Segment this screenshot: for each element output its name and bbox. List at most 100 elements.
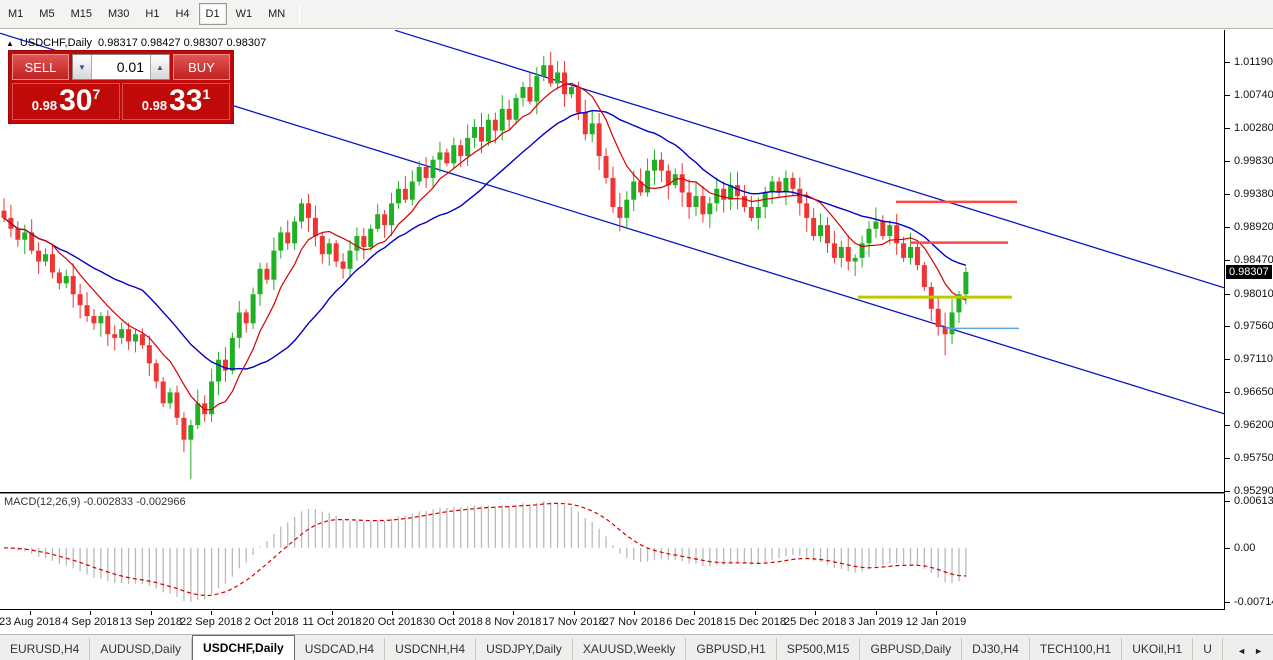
timeframe-button-mn[interactable]: MN <box>268 8 286 20</box>
chart-tab-sp500-m15[interactable]: SP500,M15 <box>777 638 861 660</box>
date-axis[interactable]: 23 Aug 2018 4 Sep 2018 13 Sep 2018 22 Sep 2… <box>0 611 1273 634</box>
price-tick <box>1225 161 1230 163</box>
candle-body <box>368 228 374 247</box>
candle-body <box>942 326 948 335</box>
timeframe-button-w1[interactable]: W1 <box>235 8 253 20</box>
chart-quote-ohlc: 0.98317 0.98427 0.98307 0.98307 <box>98 37 267 49</box>
candle-body <box>319 236 325 255</box>
candle-body <box>748 206 754 218</box>
timeframe-button-d1[interactable]: D1 <box>198 3 227 25</box>
candle-body <box>292 221 298 244</box>
volume-decrease-button[interactable]: ▼ <box>73 55 92 79</box>
candle-body <box>818 225 824 237</box>
tab-scroll-right-icon[interactable]: ► <box>1254 646 1263 656</box>
candle-body <box>49 254 55 273</box>
timeframe-button-m1[interactable]: M1 <box>8 8 24 20</box>
price-axis-label: 0.98920 <box>1234 221 1273 234</box>
date-label: 4 Sep 2018 <box>62 616 119 628</box>
chart-tab-usdcnh-h4[interactable]: USDCNH,H4 <box>385 638 477 660</box>
candle-body <box>693 196 699 207</box>
timeframe-button-m5[interactable]: M5 <box>39 8 55 20</box>
candle-body <box>209 381 215 415</box>
candle-body <box>416 167 422 182</box>
price-chart-pane[interactable] <box>0 30 1225 493</box>
volume-input[interactable] <box>92 55 150 79</box>
candle-body <box>555 72 561 84</box>
chart-tab-gbpusd-h1[interactable]: GBPUSD,H1 <box>686 638 777 660</box>
candle-body <box>395 188 401 204</box>
buy-button[interactable]: BUY <box>173 54 230 80</box>
timeframe-button-h4[interactable]: H4 <box>175 8 190 20</box>
trend-channel-upper[interactable] <box>394 30 1225 289</box>
chart-tab-ukoil-h1[interactable]: UKOil,H1 <box>1122 638 1194 660</box>
current-price-tag: 0.98307 <box>1226 264 1272 279</box>
chart-tab-tech100-h1[interactable]: TECH100,H1 <box>1030 638 1123 660</box>
price-axis-label: 0.96200 <box>1234 419 1273 432</box>
candle-body <box>852 257 858 262</box>
chart-tab-xauusd-weekly[interactable]: XAUUSD,Weekly <box>573 638 687 660</box>
chart-tab-u[interactable]: U <box>1193 638 1223 660</box>
price-tick <box>1225 95 1230 97</box>
price-axis-label: 0.97560 <box>1234 320 1273 333</box>
macd-value-signal: -0.002966 <box>136 496 186 508</box>
candle-body <box>831 243 837 258</box>
price-axis-label: 0.98470 <box>1234 254 1273 267</box>
date-label: 23 Aug 2018 <box>0 616 61 628</box>
candle-body <box>679 174 685 193</box>
candle-body <box>202 403 208 415</box>
candle-body <box>465 137 471 157</box>
sell-button[interactable]: SELL <box>12 54 69 80</box>
buy-price-display[interactable]: 0.98 33 1 <box>122 83 230 120</box>
price-axis-label: 0.95750 <box>1234 451 1273 464</box>
collapse-arrow-icon[interactable]: ▲ <box>6 38 14 48</box>
candle-body <box>333 243 339 262</box>
timeframe-button-m30[interactable]: M30 <box>107 8 130 20</box>
price-axis[interactable]: 1.01190 1.00740 1.00280 0.99830 0.99380 0.989… <box>1225 29 1273 611</box>
candle-body <box>908 246 914 258</box>
candle-body <box>755 206 761 218</box>
macd-label-row: MACD(12,26,9) -0.002833 -0.002966 <box>4 496 186 508</box>
timeframe-button-m15[interactable]: M15 <box>70 8 92 20</box>
chart-tab-audusd-daily[interactable]: AUDUSD,Daily <box>90 638 193 660</box>
price-tick <box>1225 293 1230 295</box>
price-tick <box>1225 491 1230 493</box>
candle-body <box>866 228 872 244</box>
ma-fast-line <box>3 82 967 411</box>
candle-body <box>271 250 277 280</box>
ma-slow-line <box>3 109 967 370</box>
candle-body <box>492 119 498 131</box>
chart-area: ▲ USDCHF,Daily 0.98317 0.98427 0.98307 0… <box>0 29 1273 611</box>
price-axis-label: 0.97110 <box>1234 352 1273 365</box>
candle-body <box>278 232 284 251</box>
candle-body <box>700 196 706 215</box>
tab-scroll-left-icon[interactable]: ◄ <box>1237 646 1247 656</box>
date-label: 27 Nov 2018 <box>602 616 666 628</box>
candle-body <box>887 225 893 237</box>
chart-tab-usdchf-daily[interactable]: USDCHF,Daily <box>192 635 295 660</box>
chart-tab-dj30-h4[interactable]: DJ30,H4 <box>962 638 1030 660</box>
candle-body <box>402 188 408 200</box>
price-tick <box>1225 227 1230 229</box>
volume-increase-button[interactable]: ▲ <box>150 55 169 79</box>
candle-body <box>741 196 747 207</box>
date-label: 2 Oct 2018 <box>244 616 299 628</box>
candle-body <box>430 159 436 178</box>
candle-body <box>963 271 969 295</box>
chart-tab-eurusd-h4[interactable]: EURUSD,H4 <box>0 638 91 660</box>
candle-body <box>811 217 817 237</box>
price-tick <box>1225 128 1230 130</box>
chart-tab-gbpusd-daily[interactable]: GBPUSD,Daily <box>860 638 963 660</box>
price-chart-svg[interactable] <box>0 30 1225 493</box>
date-label: 12 Jan 2019 <box>905 616 967 628</box>
candle-body <box>472 127 478 138</box>
date-tick <box>754 611 756 615</box>
macd-indicator-pane[interactable] <box>0 493 1225 610</box>
candle-body <box>735 185 741 197</box>
date-label: 30 Oct 2018 <box>422 616 483 628</box>
chart-tab-usdcad-h4[interactable]: USDCAD,H4 <box>295 638 386 660</box>
macd-svg[interactable] <box>0 494 1225 609</box>
sell-price-display[interactable]: 0.98 30 7 <box>12 83 120 120</box>
timeframe-button-h1[interactable]: H1 <box>145 8 160 20</box>
chart-tab-usdjpy-daily[interactable]: USDJPY,Daily <box>476 638 573 660</box>
candle-body <box>70 276 76 295</box>
